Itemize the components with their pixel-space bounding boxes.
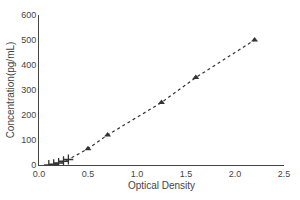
svg-text:2.5: 2.5 [278,169,291,179]
svg-text:200: 200 [21,110,36,120]
svg-text:Optical Density: Optical Density [128,180,195,191]
svg-text:600: 600 [21,10,36,20]
svg-text:500: 500 [21,35,36,45]
svg-text:Concentration(pg/mL): Concentration(pg/mL) [5,42,16,139]
svg-text:100: 100 [21,135,36,145]
svg-text:300: 300 [21,85,36,95]
svg-text:1.0: 1.0 [131,169,144,179]
svg-text:1.5: 1.5 [180,169,193,179]
svg-text:0: 0 [31,160,36,170]
svg-text:0.0: 0.0 [33,169,46,179]
svg-text:0.5: 0.5 [82,169,95,179]
svg-text:400: 400 [21,60,36,70]
svg-text:2.0: 2.0 [229,169,242,179]
